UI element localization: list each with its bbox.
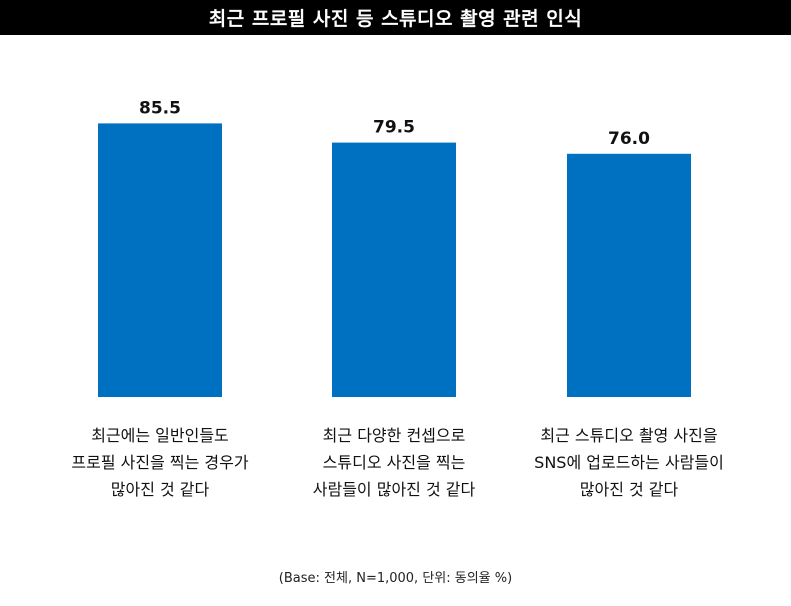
category-label-3-line-2: SNS에 업로드하는 사람들이: [534, 453, 724, 472]
value-label-2: 79.5: [373, 118, 415, 138]
category-label-1-line-3: 많아진 것 같다: [111, 480, 210, 499]
category-label-2-line-3: 사람들이 많아진 것 같다: [313, 480, 476, 499]
category-label-3-line-1: 최근 스튜디오 촬영 사진을: [540, 426, 717, 445]
category-label-1-line-1: 최근에는 일반인들도: [91, 426, 229, 445]
bar-1: [98, 123, 222, 398]
category-label-3-line-3: 많아진 것 같다: [580, 480, 679, 499]
bar-3: [567, 153, 691, 397]
category-label-2-line-2: 스튜디오 사진을 찍는: [323, 453, 466, 472]
bar-2: [332, 142, 456, 397]
category-label-2-line-1: 최근 다양한 컨셉으로: [323, 426, 466, 445]
footnote: (Base: 전체, N=1,000, 단위: 동의율 %): [278, 571, 513, 586]
category-label-1-line-2: 프로필 사진을 찍는 경우가: [71, 453, 248, 472]
value-label-1: 85.5: [139, 98, 181, 118]
chart-title: 최근 프로필 사진 등 스튜디오 촬영 관련 인식: [0, 0, 791, 35]
value-label-3: 76.0: [608, 129, 650, 149]
